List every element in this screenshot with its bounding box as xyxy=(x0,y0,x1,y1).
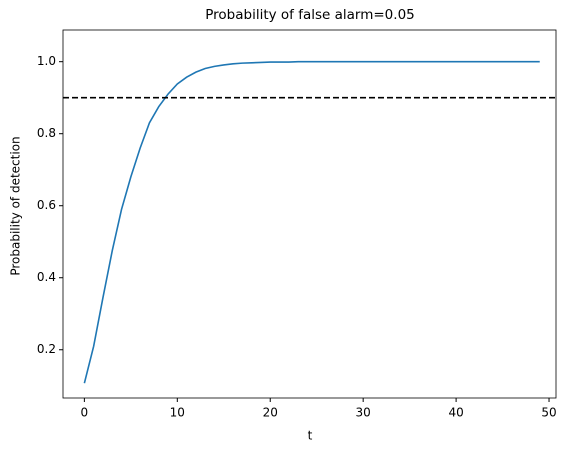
x-tick-label: 40 xyxy=(448,406,463,420)
y-tick-label: 0.8 xyxy=(37,126,56,140)
y-tick-label: 1.0 xyxy=(37,54,56,68)
y-axis-label: Probability of detection xyxy=(9,136,23,275)
plot-frame xyxy=(62,29,557,399)
x-tick-label: 30 xyxy=(356,406,371,420)
x-tick-label: 10 xyxy=(170,406,185,420)
chart-title: Probability of false alarm=0.05 xyxy=(205,7,415,23)
x-tick-label: 0 xyxy=(81,406,89,420)
y-tick-label: 0.2 xyxy=(37,342,56,356)
y-tick-label: 0.6 xyxy=(37,198,56,212)
data-line xyxy=(83,60,540,384)
x-axis-label: t xyxy=(308,429,313,443)
x-tick-label: 20 xyxy=(263,406,278,420)
y-tick-label: 0.4 xyxy=(37,270,56,284)
x-tick-label: 50 xyxy=(541,406,556,420)
